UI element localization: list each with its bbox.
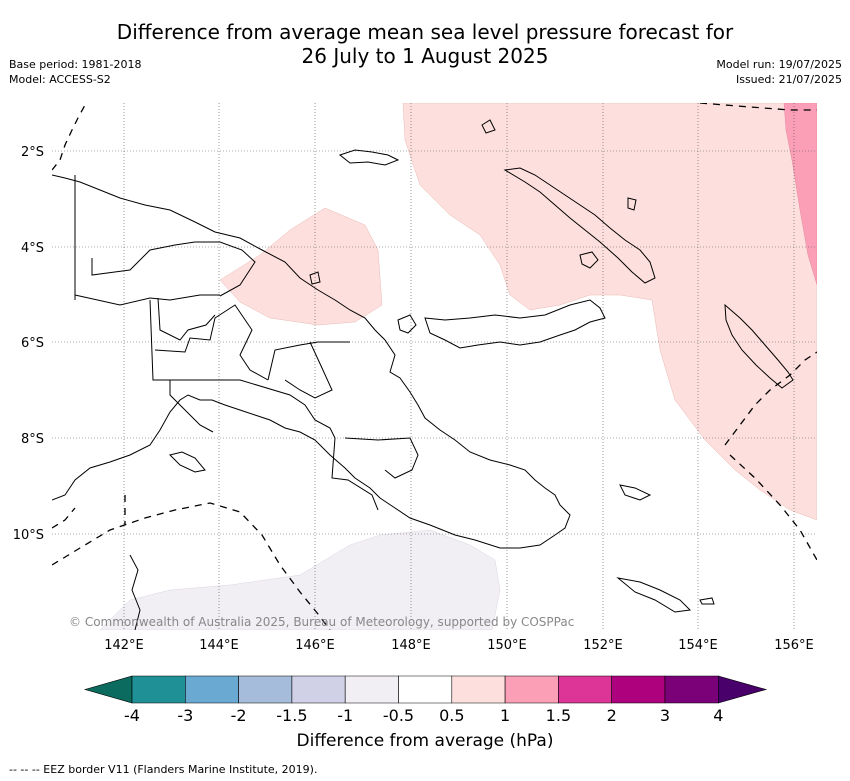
- lon-label: 144°E: [199, 638, 239, 653]
- lat-label: 10°S: [13, 528, 44, 543]
- lon-label: 146°E: [295, 638, 335, 653]
- colorbar-extend-high: [717, 675, 768, 704]
- island-group-g: [699, 597, 715, 605]
- coastlines: [52, 119, 794, 630]
- lon-label: 150°E: [487, 638, 527, 653]
- colorbar-segment: [131, 675, 186, 704]
- lon-label: 154°E: [678, 638, 718, 653]
- new-britain-coast: [424, 299, 606, 349]
- colorbar-tick: -1.5: [276, 706, 307, 725]
- island-group-d: [579, 251, 599, 269]
- longitude-labels: 142°E 144°E 146°E 148°E 150°E 152°E 154°E 156°E: [104, 638, 814, 653]
- torres-islands: [169, 451, 206, 473]
- colorbar-segment: [398, 675, 453, 704]
- new-ireland-coast: [503, 167, 656, 284]
- model-info: Base period: 1981-2018 Model: ACCESS-S2: [9, 57, 141, 87]
- lon-label: 156°E: [774, 638, 814, 653]
- graticule: [52, 103, 817, 630]
- colorbar-segment: [238, 675, 293, 704]
- colorbar-tick: -0.5: [383, 706, 414, 725]
- lon-label: 152°E: [583, 638, 623, 653]
- map-title: Difference from average mean sea level p…: [0, 20, 850, 68]
- colorbar-tick: -1: [337, 706, 353, 725]
- colorbar-tick: 4: [713, 706, 723, 725]
- lat-label: 8°S: [21, 432, 44, 447]
- colorbar-tick: -3: [177, 706, 193, 725]
- island-group-c: [309, 271, 321, 285]
- issued-date: Issued: 21/07/2025: [735, 73, 842, 86]
- lat-label: 6°S: [21, 336, 44, 351]
- colorbar-tick: 3: [660, 706, 670, 725]
- latitude-labels: 2°S 4°S 6°S 8°S 10°S: [13, 145, 44, 543]
- colorbar-tick: -4: [124, 706, 140, 725]
- eez-borders: [52, 103, 817, 630]
- colorbar-segment: [664, 675, 719, 704]
- colorbar-segment: [344, 675, 399, 704]
- title-line-1: Difference from average mean sea level p…: [116, 20, 734, 44]
- colorbar-extend-low: [83, 675, 133, 704]
- colorbar-tick: 2: [607, 706, 617, 725]
- colorbar-tick: -2: [231, 706, 247, 725]
- anomaly-region-1-1.5: [783, 103, 817, 286]
- base-period: Base period: 1981-2018: [9, 58, 142, 71]
- title-line-2: 26 July to 1 August 2025: [301, 44, 549, 68]
- model-name: Model: ACCESS-S2: [9, 73, 111, 86]
- island-group-b: [397, 314, 417, 334]
- new-guinea-coast: [52, 174, 571, 549]
- colorbar-segment: [504, 675, 559, 704]
- bougainville-coast: [724, 303, 794, 389]
- manus-coast: [338, 149, 400, 166]
- colorbar-segment: [611, 675, 666, 704]
- copyright-notice: © Commonwealth of Australia 2025, Bureau…: [69, 615, 574, 629]
- island-group-h: [627, 197, 637, 211]
- island-group-a: [481, 119, 496, 134]
- eez-legend-note: -- -- -- EEZ border V11 (Flanders Marine…: [9, 763, 318, 776]
- colorbar-tick: 1: [500, 706, 510, 725]
- island-group-e: [616, 577, 692, 613]
- anomaly-region-0.5-1-north: [402, 103, 817, 521]
- colorbar-segment: [558, 675, 613, 704]
- colorbar-tick-labels: -4 -3 -2 -1.5 -1 -0.5 0.5 1 1.5 2 3 4: [124, 706, 723, 725]
- colorbar-tick: 1.5: [546, 706, 571, 725]
- model-run: Model run: 19/07/2025: [716, 58, 842, 71]
- anomaly-region-0.5-1-central: [219, 207, 383, 326]
- map-area: [52, 103, 817, 630]
- colorbar-label: Difference from average (hPa): [296, 731, 554, 751]
- colorbar-segment: [185, 675, 239, 704]
- cape-york-coast: [129, 554, 141, 630]
- colorbar-segment: [451, 675, 506, 704]
- colorbar-tick: 0.5: [439, 706, 464, 725]
- province-borders: [74, 175, 419, 511]
- lat-label: 2°S: [21, 145, 44, 160]
- colorbar: [83, 675, 768, 704]
- lon-label: 142°E: [104, 638, 144, 653]
- lat-label: 4°S: [21, 241, 44, 256]
- lon-label: 148°E: [391, 638, 431, 653]
- colorbar-segment: [291, 675, 346, 704]
- anomaly-region-neg0.5-neg1: [99, 529, 501, 630]
- run-info: Model run: 19/07/2025 Issued: 21/07/2025: [716, 57, 842, 87]
- island-group-f: [619, 484, 652, 501]
